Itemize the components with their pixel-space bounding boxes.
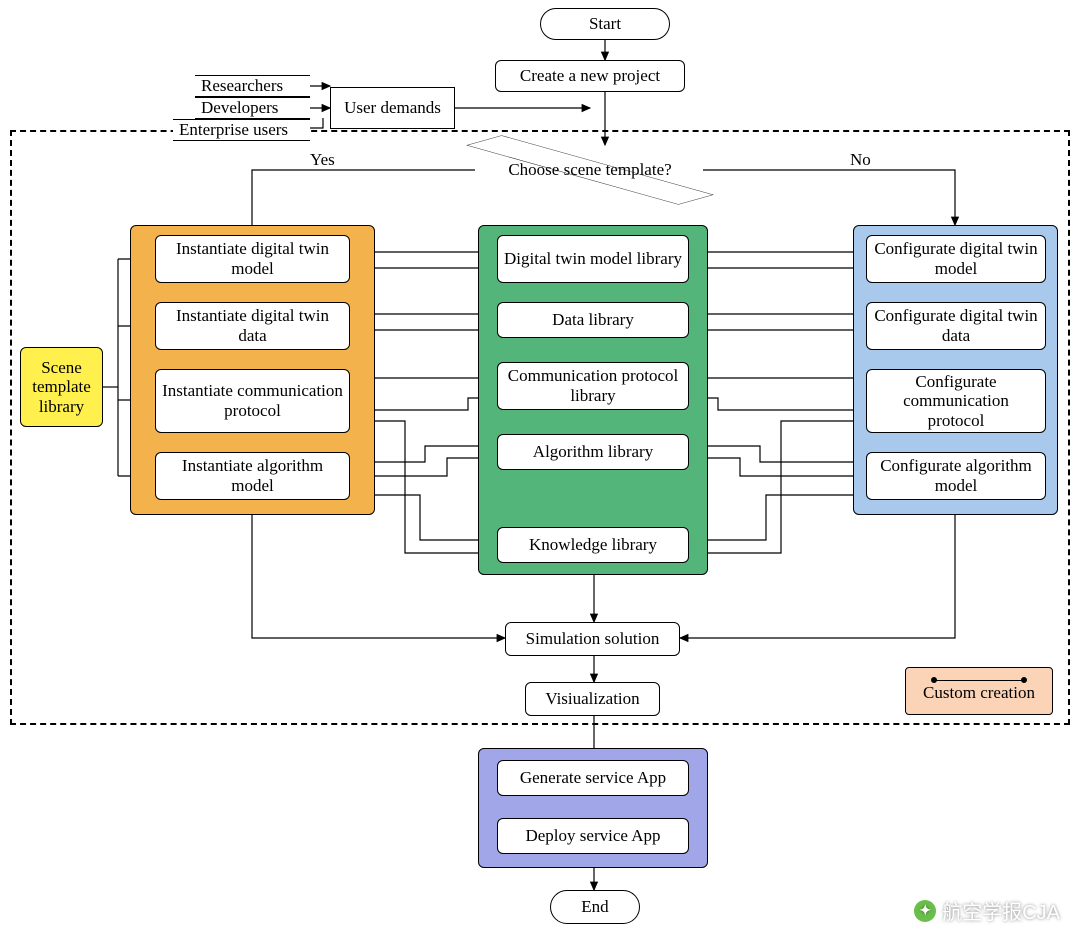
user-row-researchers: Researchers [195,75,310,97]
decision-label: Choose scene template? [508,160,671,180]
legend-custom-creation: Custom creation [905,667,1053,715]
start-label: Start [589,14,621,34]
deploy-app-node: Deploy service App [497,818,689,854]
lib-model-node: Digital twin model library [497,235,689,283]
configure-algo-node: Configurate algorithm model [866,452,1046,500]
visualization-node: Visiualization [525,682,660,716]
yes-label: Yes [310,150,335,170]
configure-comm-node: Configurate communication protocol [866,369,1046,433]
decision-node: Choose scene template? [440,145,740,195]
create-project-label: Create a new project [520,66,660,86]
watermark: ✦ 航空学报CJA [914,896,1060,925]
lib-comm-node: Communication protocol library [497,362,689,410]
lib-knowledge-node: Knowledge library [497,527,689,563]
instantiate-data-node: Instantiate digital twin data [155,302,350,350]
instantiate-comm-node: Instantiate communication protocol [155,369,350,433]
watermark-text: 航空学报CJA [942,896,1060,925]
simulation-node: Simulation solution [505,622,680,656]
instantiate-algo-node: Instantiate algorithm model [155,452,350,500]
legend-label: Custom creation [923,683,1035,703]
flowchart-canvas: Start Create a new project Researchers D… [0,0,1080,939]
instantiate-model-node: Instantiate digital twin model [155,235,350,283]
user-row-developers: Developers [195,97,310,119]
start-terminal: Start [540,8,670,40]
configure-model-node: Configurate digital twin model [866,235,1046,283]
wechat-icon: ✦ [914,900,936,922]
user-demands-box: User demands [330,87,455,129]
create-project-node: Create a new project [495,60,685,92]
scene-template-library: Scene template library [20,347,103,427]
lib-data-node: Data library [497,302,689,338]
generate-app-node: Generate service App [497,760,689,796]
legend-line-icon [934,680,1024,681]
configure-data-node: Configurate digital twin data [866,302,1046,350]
lib-algo-node: Algorithm library [497,434,689,470]
user-row-enterprise: Enterprise users [173,119,310,141]
no-label: No [850,150,871,170]
end-terminal: End [550,890,640,924]
